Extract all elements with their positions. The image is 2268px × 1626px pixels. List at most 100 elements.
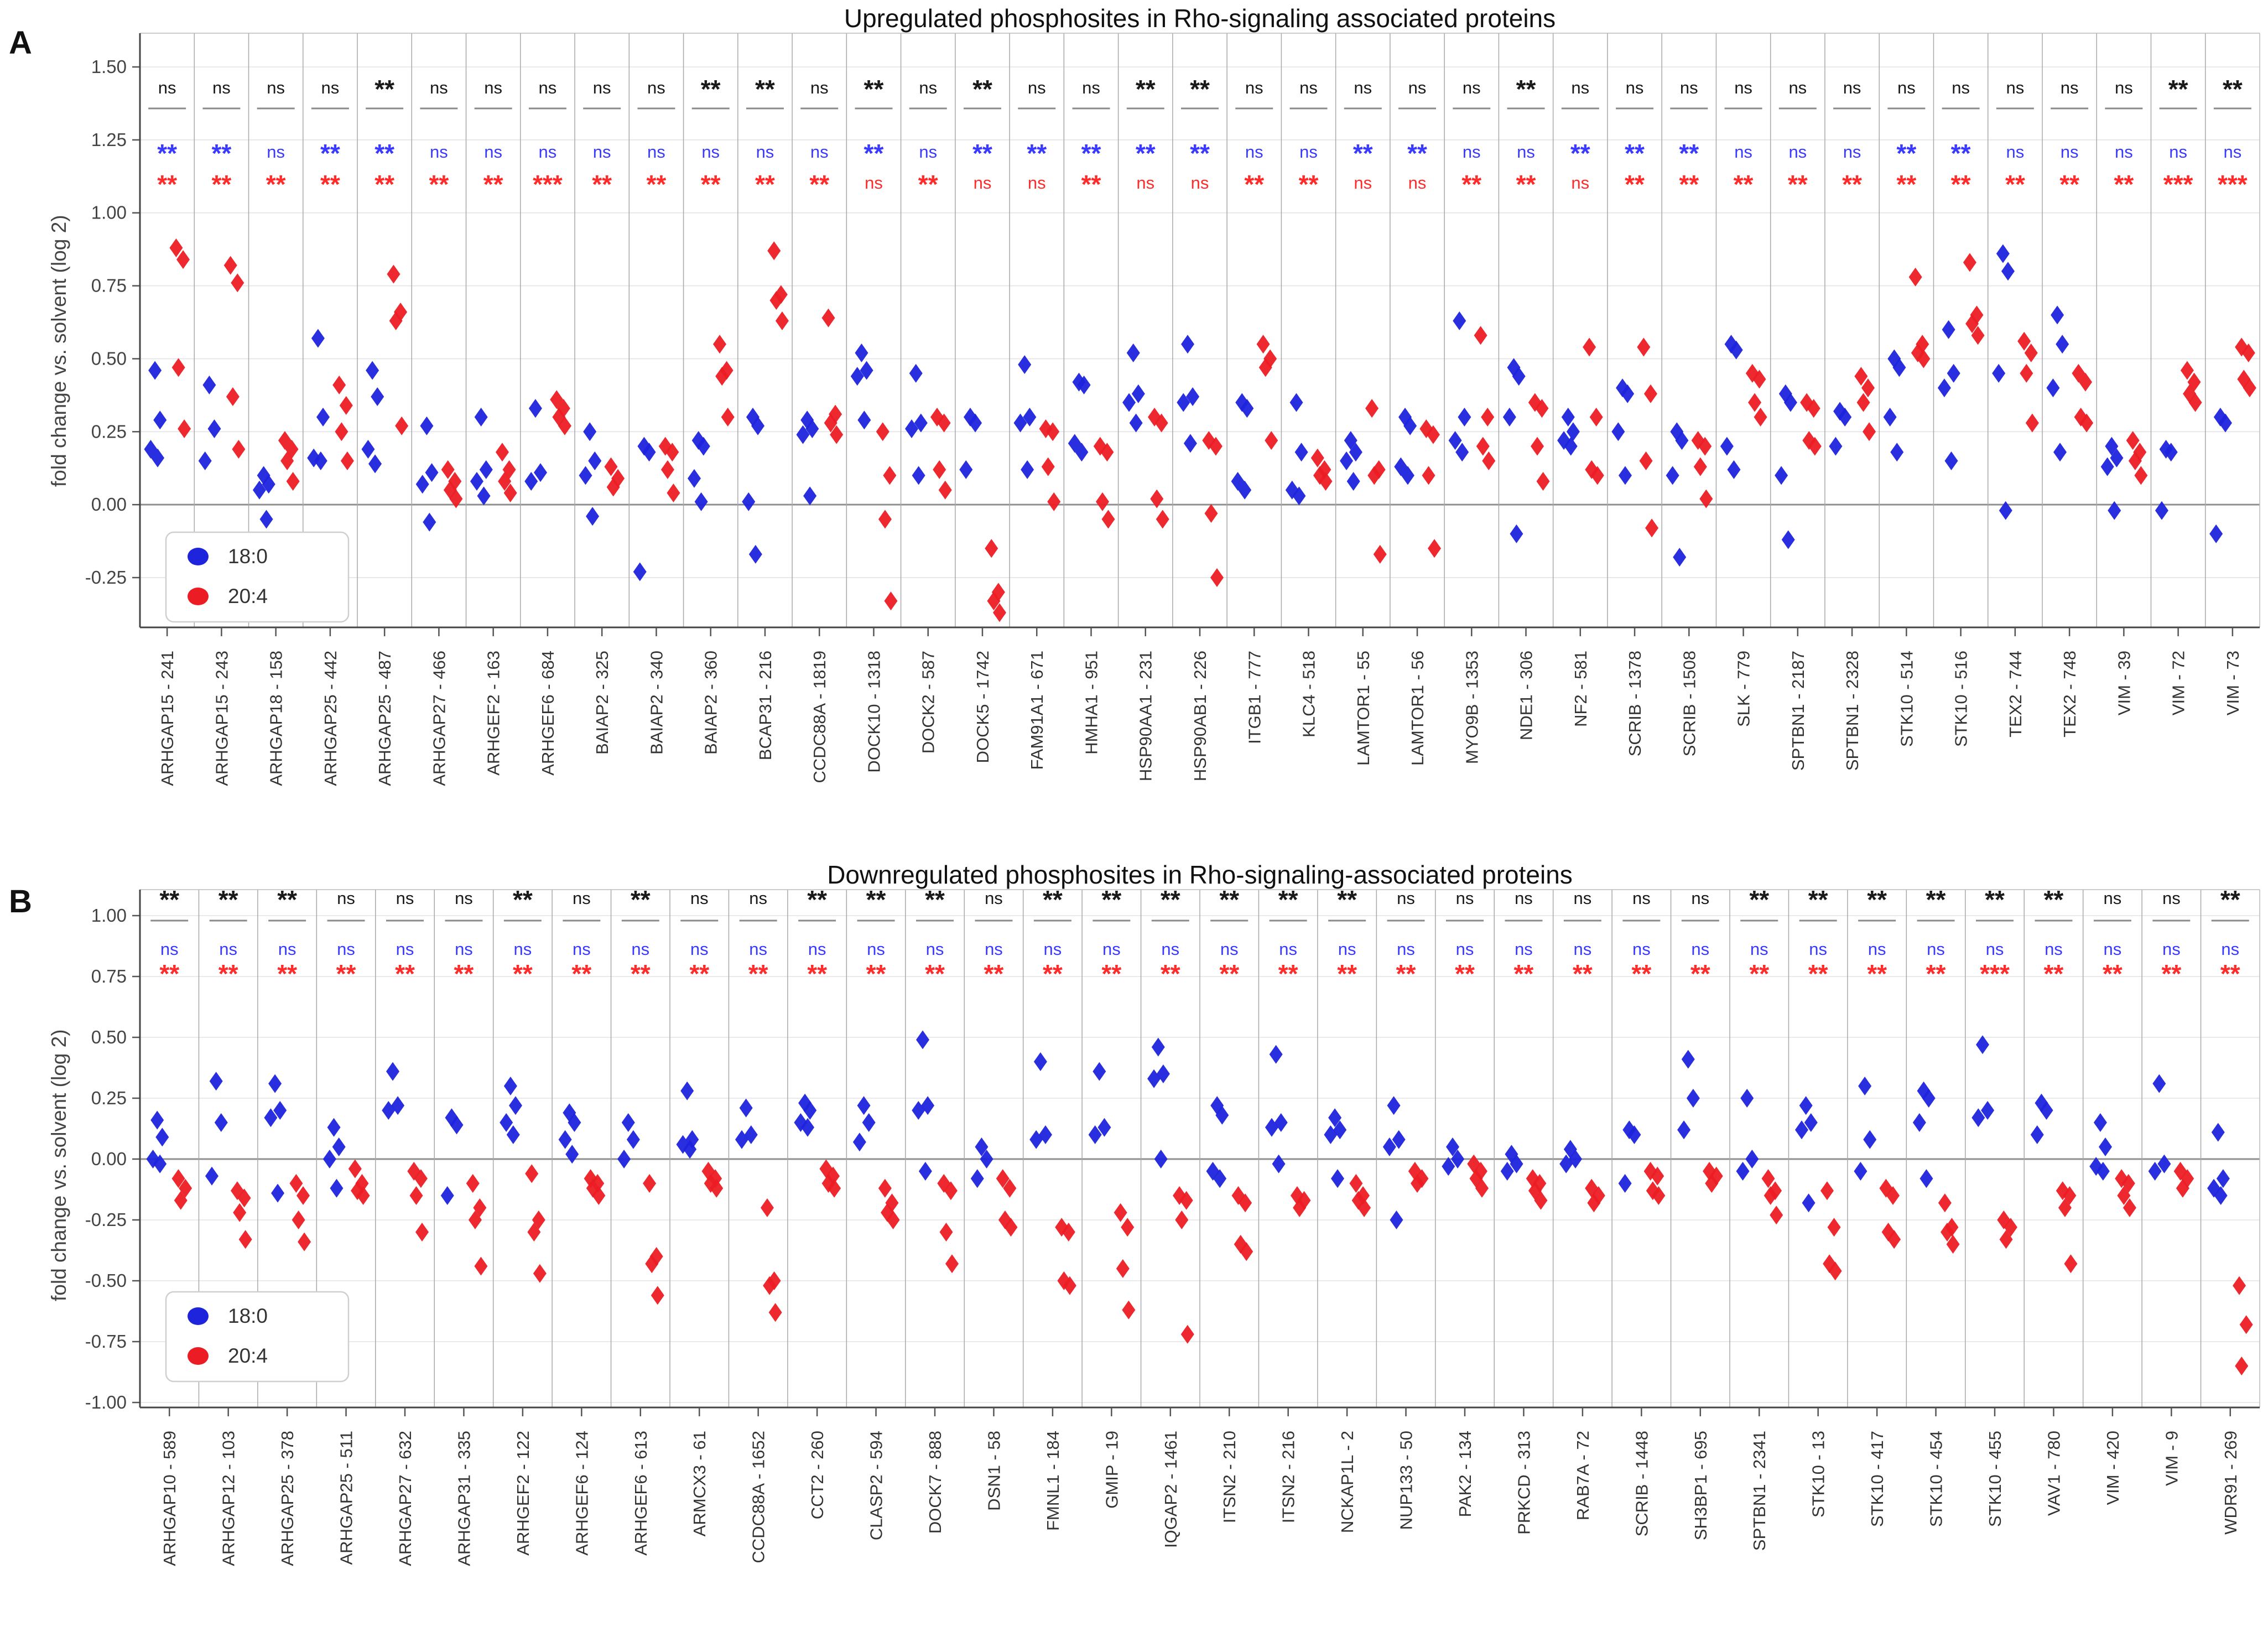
significance-mark: ns <box>337 889 355 908</box>
data-point <box>153 411 167 430</box>
significance-mark: ns <box>1574 889 1592 908</box>
legend-label: 18:0 <box>228 545 268 568</box>
legend-label: 18:0 <box>228 1305 268 1327</box>
data-point <box>721 407 735 427</box>
significance-mark: ** <box>1867 959 1887 988</box>
significance-mark: ns <box>808 939 826 959</box>
data-point <box>1331 1169 1345 1188</box>
significance-mark: ** <box>2168 75 2188 103</box>
data-point <box>148 361 162 380</box>
x-category-label: SCRIB - 1448 <box>1632 1431 1651 1536</box>
data-point <box>150 1110 164 1130</box>
significance-mark: ** <box>1219 959 1239 988</box>
significance-mark: ** <box>1951 170 1971 199</box>
data-point <box>1150 489 1164 508</box>
data-point <box>1293 1198 1307 1217</box>
significance-mark: ** <box>972 139 992 168</box>
data-point <box>1289 393 1303 412</box>
data-point <box>1324 1125 1338 1144</box>
x-category-label: ARHGAP15 - 241 <box>158 651 177 786</box>
data-point <box>1101 510 1115 529</box>
data-point <box>415 475 429 494</box>
data-point <box>1908 267 1922 287</box>
data-point <box>905 419 919 439</box>
x-category-label: ARHGAP25 - 511 <box>337 1431 356 1565</box>
significance-mark: ** <box>755 170 775 199</box>
data-point <box>1349 1174 1363 1193</box>
data-point <box>153 1154 167 1173</box>
data-point <box>1387 1096 1401 1115</box>
data-point <box>1210 568 1224 588</box>
significance-mark: ns <box>690 939 709 959</box>
data-point <box>2126 431 2140 450</box>
data-point <box>1088 1125 1102 1144</box>
data-point <box>1828 1261 1842 1281</box>
data-point <box>1863 1130 1877 1149</box>
data-point <box>796 425 810 444</box>
data-point <box>1698 437 1712 456</box>
significance-mark: ** <box>1161 959 1180 988</box>
data-point <box>1258 358 1272 377</box>
x-category-label: ARMCX3 - 61 <box>690 1431 709 1536</box>
data-point <box>1122 393 1136 412</box>
data-point <box>1183 434 1197 453</box>
data-point <box>415 1223 429 1241</box>
data-point <box>1666 466 1679 485</box>
data-point <box>1531 437 1544 456</box>
data-point <box>586 507 600 526</box>
significance-mark: ns <box>2162 939 2181 959</box>
significance-mark: ** <box>866 885 886 914</box>
significance-mark: ns <box>2061 142 2079 162</box>
significance-mark: ns <box>631 939 649 959</box>
data-point <box>151 448 165 467</box>
data-point <box>821 308 835 328</box>
data-point <box>604 457 618 476</box>
data-point <box>1820 1181 1834 1201</box>
panel-a-letter: A <box>9 25 32 61</box>
data-point <box>558 1130 572 1149</box>
significance-mark: ns <box>749 889 767 908</box>
significance-mark: ** <box>1461 170 1481 199</box>
data-point <box>1131 384 1145 403</box>
x-category-label: SPTBN1 - 2187 <box>1788 651 1808 771</box>
significance-mark: ** <box>864 139 884 168</box>
x-category-label: SCRIB - 1378 <box>1625 651 1645 756</box>
data-point <box>330 1178 344 1198</box>
data-point <box>878 1178 892 1198</box>
x-category-label: ARHGEF6 - 613 <box>631 1431 651 1556</box>
x-category-label: LAMTOR1 - 55 <box>1354 651 1373 766</box>
significance-mark: ** <box>1808 885 1828 914</box>
data-point <box>2241 343 2255 362</box>
panel-b-title: Downregulated phosphosites in Rho-signal… <box>827 860 1573 889</box>
data-point <box>862 1113 876 1132</box>
significance-mark: ** <box>925 885 945 914</box>
significance-mark: ns <box>865 173 883 193</box>
data-point <box>1829 437 1843 456</box>
data-point <box>1018 355 1032 374</box>
significance-mark: ** <box>374 75 394 103</box>
significance-mark: ** <box>2220 885 2240 914</box>
data-point <box>1883 407 1897 427</box>
data-point <box>1686 1089 1700 1108</box>
data-point <box>1645 518 1659 538</box>
data-point <box>1175 1211 1189 1229</box>
data-point <box>1126 343 1140 362</box>
significance-mark: ns <box>2162 889 2181 908</box>
x-category-label: ARHGAP25 - 378 <box>278 1431 297 1566</box>
data-point <box>1781 530 1795 549</box>
significance-mark: ** <box>864 75 884 103</box>
significance-mark: ** <box>1570 139 1590 168</box>
data-point <box>1272 1154 1286 1173</box>
data-point <box>1999 501 2012 520</box>
data-points-layer <box>144 238 2256 622</box>
data-point <box>1382 1137 1396 1156</box>
data-point <box>1534 1191 1548 1210</box>
significance-mark: ** <box>1690 959 1710 988</box>
significance-mark: ns <box>1161 939 1179 959</box>
data-point <box>1075 443 1089 462</box>
data-point <box>1328 1108 1342 1128</box>
data-point <box>259 510 273 529</box>
data-point <box>1838 407 1852 427</box>
data-point <box>1922 1089 1936 1108</box>
